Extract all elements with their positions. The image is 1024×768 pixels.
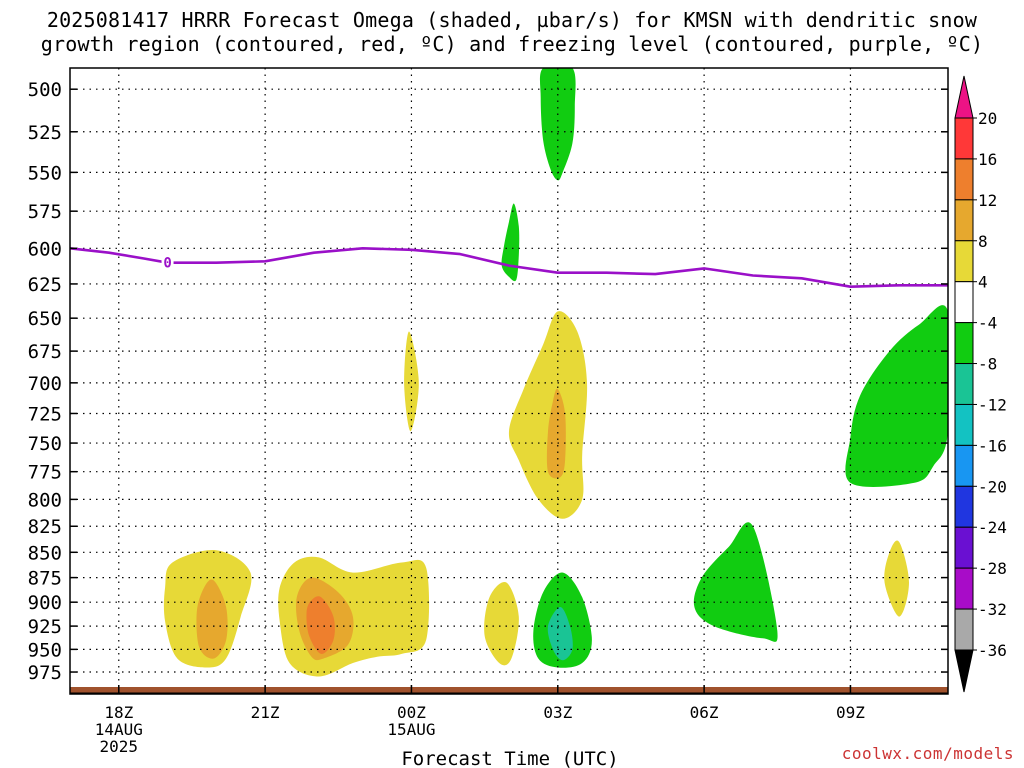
x-tick-label-21Z: 21Z xyxy=(251,703,280,722)
colorbar-label--8: -8 xyxy=(978,355,997,374)
x-tick-label-15AUG: 15AUG xyxy=(387,720,435,739)
colorbar-bin--4-4 xyxy=(954,281,974,324)
omega-region-orange-03z-mid xyxy=(546,388,566,479)
y-tick-label-700: 700 xyxy=(28,373,62,395)
y-tick-label-825: 825 xyxy=(28,516,62,538)
chart-title-line2: growth region (contoured, red, ºC) and f… xyxy=(40,32,984,56)
colorbar-label-12: 12 xyxy=(978,191,997,210)
colorbar-label--20: -20 xyxy=(978,477,1007,496)
y-tick-label-900: 900 xyxy=(28,592,62,614)
y-tick-label-575: 575 xyxy=(28,201,62,223)
colorbar-label--12: -12 xyxy=(978,395,1007,414)
x-tick-label-03Z: 03Z xyxy=(543,703,572,722)
colorbar-bin--36--32 xyxy=(954,608,974,651)
omega-region-green-upper-03z xyxy=(539,68,576,181)
y-tick-label-925: 925 xyxy=(28,616,62,638)
y-tick-label-500: 500 xyxy=(28,79,62,101)
colorbar-bin--32--28 xyxy=(954,567,974,610)
y-tick-label-650: 650 xyxy=(28,308,62,330)
y-tick-label-950: 950 xyxy=(28,639,62,661)
omega-region-deeporange-2230z xyxy=(306,596,335,654)
omega-region-green-right-upper xyxy=(845,305,948,487)
colorbar-label-8: 8 xyxy=(978,232,988,251)
y-tick-label-725: 725 xyxy=(28,403,62,425)
y-tick-label-525: 525 xyxy=(28,122,62,144)
freezing-level-label-bg xyxy=(161,253,174,270)
y-tick-label-750: 750 xyxy=(28,433,62,455)
ground-strip xyxy=(70,687,948,693)
freezing-level-line xyxy=(69,247,948,288)
omega-region-teal-03z-low xyxy=(547,607,573,661)
colorbar-label--4: -4 xyxy=(978,314,997,333)
colorbar-bin-8-12 xyxy=(954,199,974,242)
colorbar-label-4: 4 xyxy=(978,273,988,292)
chart-title: 2025081417 HRRR Forecast Omega (shaded, … xyxy=(0,8,1024,56)
omega-region-yellow-03z-mid xyxy=(508,311,588,519)
omega-region-orange-1930z xyxy=(196,579,228,659)
colorbar-bin--12--8 xyxy=(954,363,974,405)
omega-shaded-regions xyxy=(163,68,948,677)
x-tick-label-09Z: 09Z xyxy=(836,703,865,722)
y-tick-label-600: 600 xyxy=(28,238,62,260)
colorbar: 20 16 12 8 4 -4 -8 -12 -16 -20 -24 -28 -32 -36 xyxy=(954,75,1007,693)
colorbar-over-arrow xyxy=(954,75,974,119)
colorbar-label--28: -28 xyxy=(978,559,1007,578)
plot-frame xyxy=(69,67,949,695)
colorbar-label--16: -16 xyxy=(978,436,1007,455)
chart-title-line1: 2025081417 HRRR Forecast Omega (shaded, … xyxy=(46,8,978,32)
x-tick-label-06Z: 06Z xyxy=(690,703,719,722)
colorbar-label--24: -24 xyxy=(978,518,1007,537)
y-tick-label-850: 850 xyxy=(28,542,62,564)
ground-bar xyxy=(70,687,948,694)
credit-text: coolwx.com/models xyxy=(841,744,1014,763)
y-tick-label-800: 800 xyxy=(28,489,62,511)
colorbar-under-arrow xyxy=(954,649,974,693)
colorbar-bin--16--12 xyxy=(954,403,974,446)
colorbar-label--36: -36 xyxy=(978,641,1007,660)
colorbar-bin--28--24 xyxy=(954,526,974,569)
x-tick-label-14AUG: 14AUG xyxy=(95,720,143,739)
colorbar-bin--8--4 xyxy=(954,322,974,365)
colorbar-label-20: 20 xyxy=(978,109,997,128)
freezing-level-label: 0 xyxy=(163,256,171,272)
omega-region-green-small-02z xyxy=(501,203,520,282)
x-tick-label-18Z: 18Z xyxy=(104,703,133,722)
colorbar-label-16: 16 xyxy=(978,150,997,169)
colorbar-label--32: -32 xyxy=(978,600,1007,619)
y-tick-label-875: 875 xyxy=(28,568,62,590)
colorbar-bin-12-16 xyxy=(954,158,974,201)
x-tick-label-2025: 2025 xyxy=(100,737,139,756)
colorbar-bin--20--16 xyxy=(954,444,974,487)
y-tick-label-625: 625 xyxy=(28,274,62,296)
y-tick-label-775: 775 xyxy=(28,462,62,484)
y-tick-label-975: 975 xyxy=(28,662,62,684)
freezing-level-contour: 0 xyxy=(69,247,948,288)
x-axis-label: Forecast Time (UTC) xyxy=(401,748,618,768)
omega-region-yellow-09z-low xyxy=(884,540,909,617)
omega-region-yellow-0130z-low xyxy=(484,581,519,666)
colorbar-bin--24--20 xyxy=(954,485,974,528)
plot-border xyxy=(69,67,949,695)
x-tick-label-00Z: 00Z xyxy=(397,703,426,722)
y-axis-ticks: 500 525 550 575 600 625 650 675 700 725 750 775 800 8… xyxy=(28,79,948,684)
colorbar-bin-4-8 xyxy=(954,240,974,283)
y-tick-label-550: 550 xyxy=(28,162,62,184)
y-tick-label-675: 675 xyxy=(28,341,62,363)
omega-region-green-06z-low xyxy=(693,522,778,642)
colorbar-bin-16-20 xyxy=(954,117,974,160)
